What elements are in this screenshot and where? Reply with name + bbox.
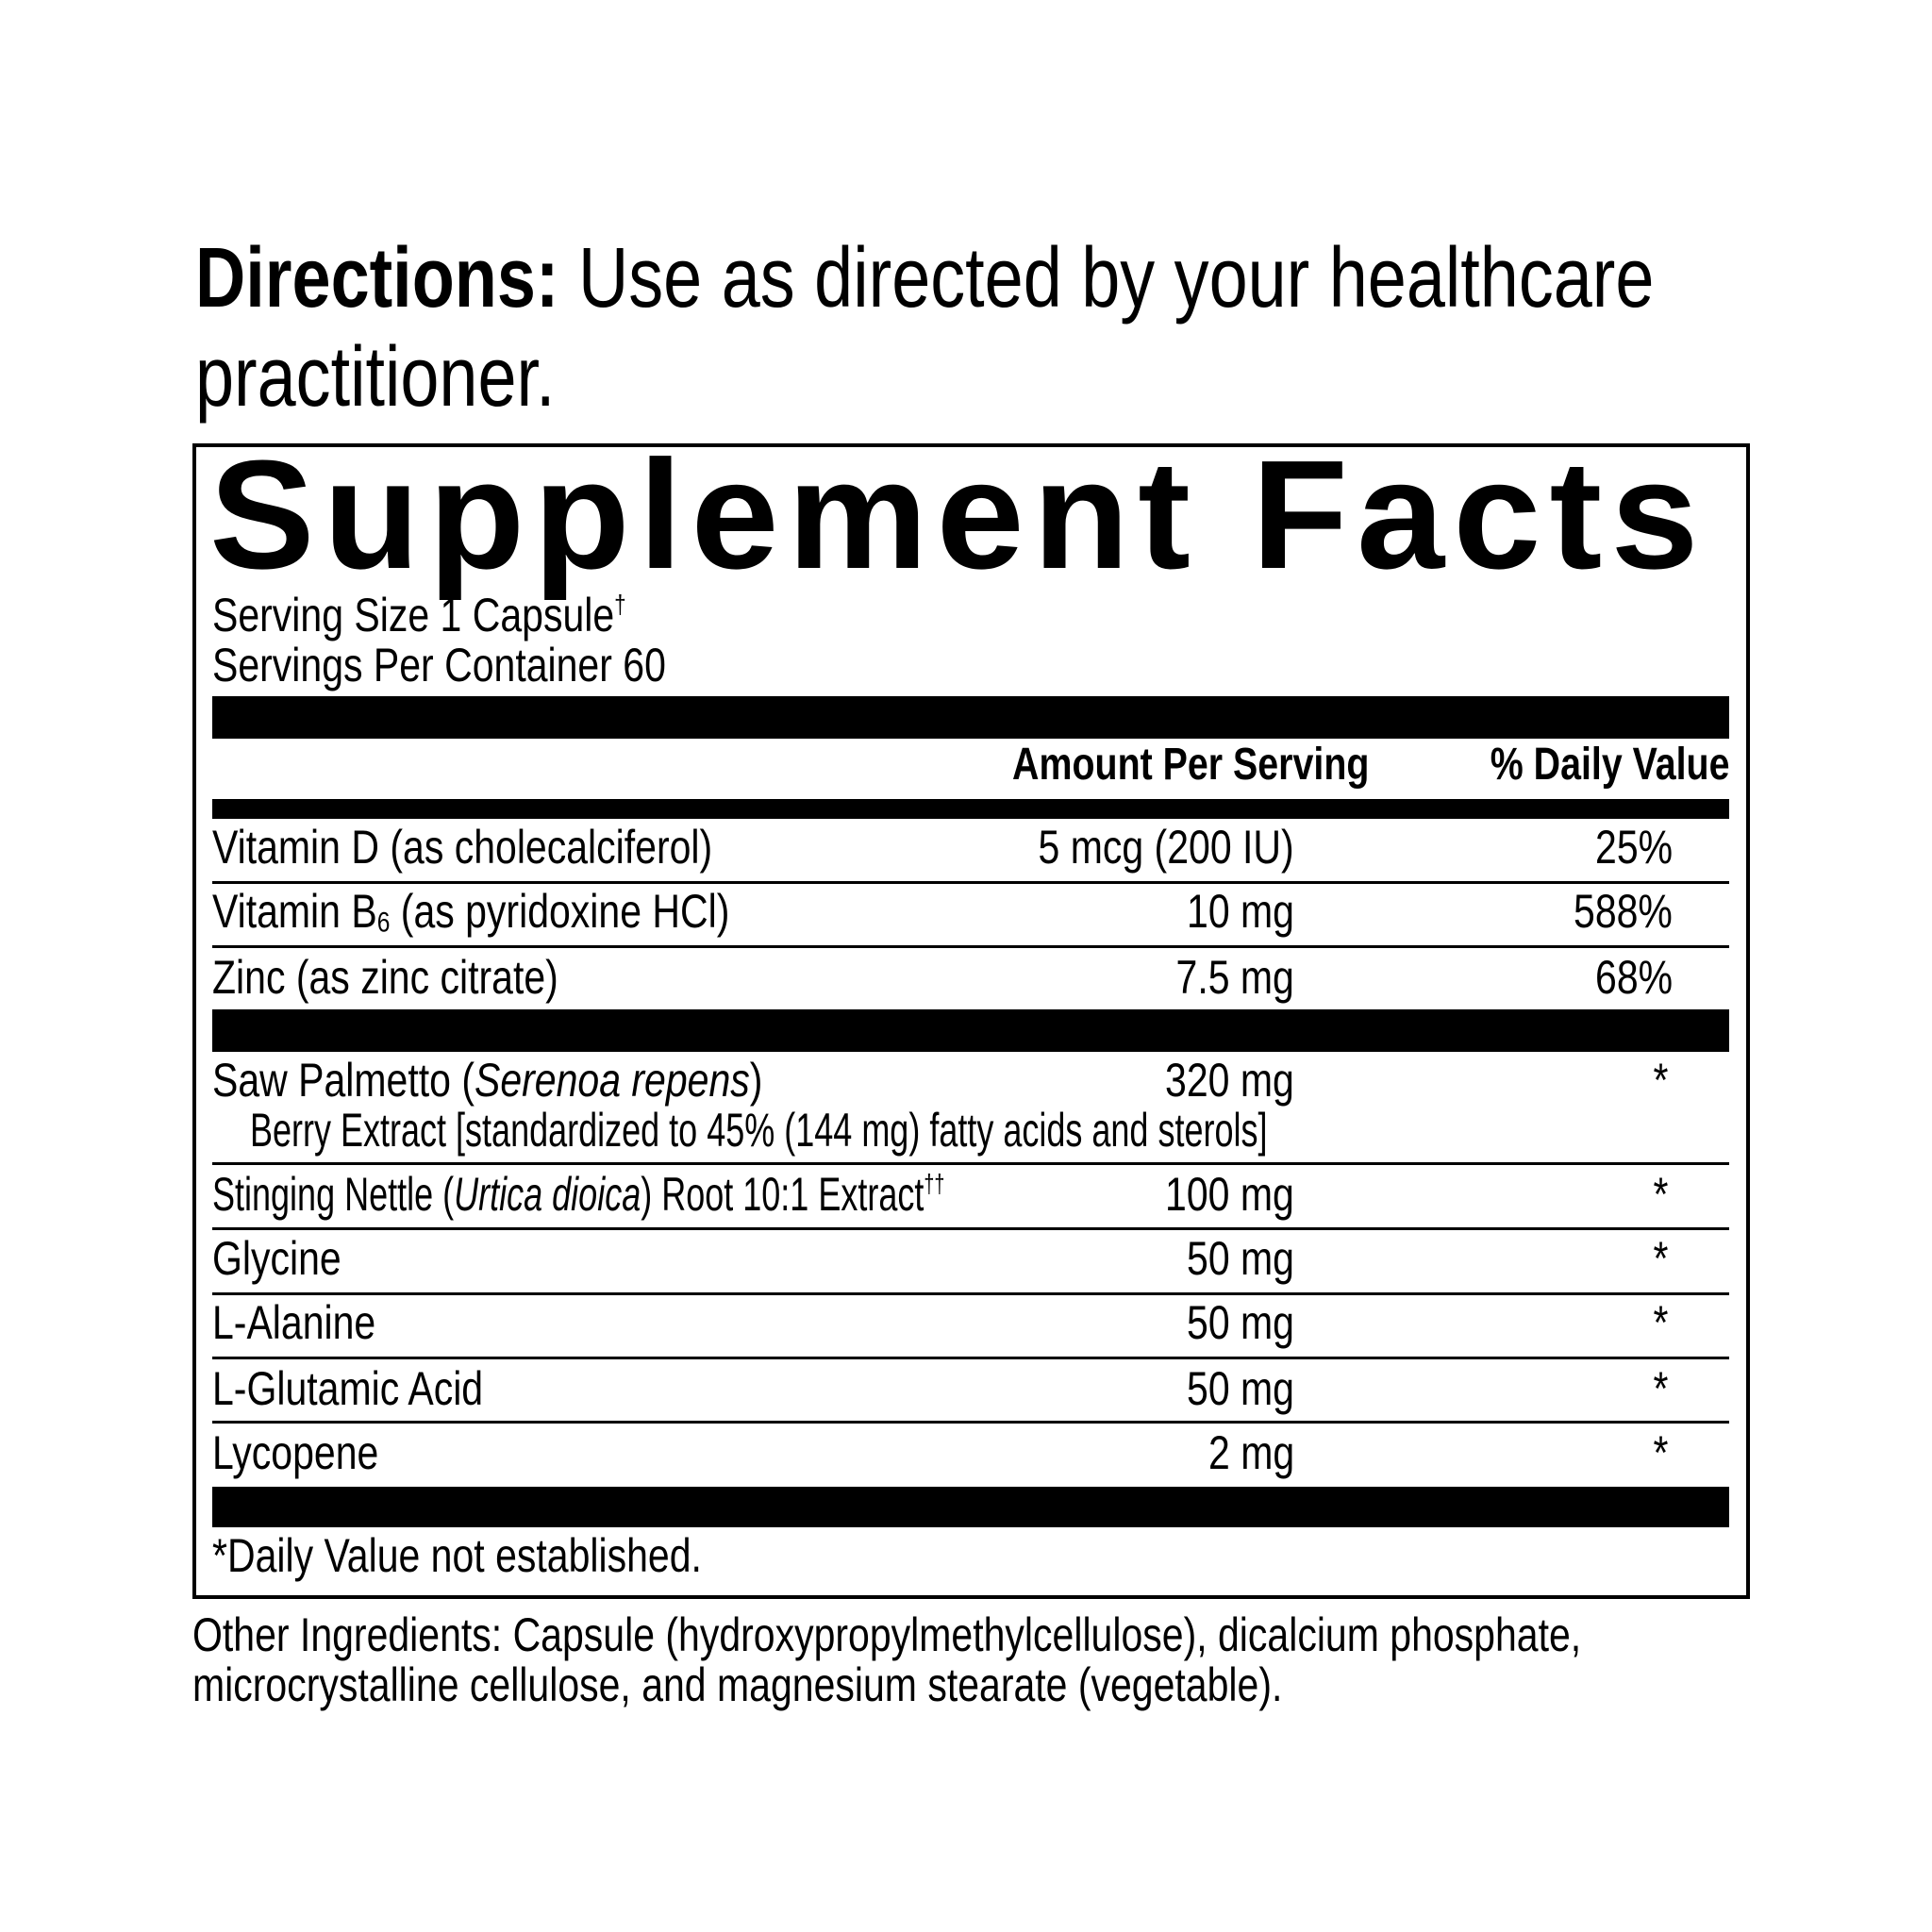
footnote: *Daily Value not established. [212, 1529, 702, 1582]
ingredient-dv: * [1653, 1168, 1668, 1221]
ingredient-dv: * [1653, 1362, 1668, 1415]
ingredient-amount: 320 mg [1165, 1054, 1294, 1107]
column-header-dv: % Daily Value [1490, 740, 1729, 790]
directions-text: Use as directed by your healthcare [577, 231, 1655, 325]
nutrient-dv: 25% [1594, 821, 1673, 874]
row-divider [212, 1292, 1729, 1295]
latin-name: Urtica dioica [454, 1168, 641, 1221]
ingredient-amount: 50 mg [1187, 1362, 1294, 1415]
directions-line1: Directions: Use as directed by your heal… [195, 236, 1654, 321]
ingredient-amount: 50 mg [1187, 1296, 1294, 1349]
nutrient-amount: 7.5 mg [1175, 951, 1294, 1004]
name-part: Saw Palmetto ( [212, 1054, 475, 1107]
supplement-facts-panel [192, 443, 1750, 1599]
nutrient-amount: 10 mg [1187, 885, 1294, 938]
directions-label: Directions: [195, 231, 559, 325]
row-divider [212, 1162, 1729, 1165]
row-divider [212, 1227, 1729, 1230]
other-ingredients-line1: Other Ingredients: Capsule (hydroxypropy… [192, 1608, 1582, 1661]
row-divider [212, 1357, 1729, 1359]
double-dagger-mark: †† [924, 1168, 945, 1198]
name-part: Stinging Nettle ( [212, 1168, 455, 1221]
name-part: ) [749, 1054, 763, 1107]
ingredient-amount: 100 mg [1165, 1168, 1294, 1221]
ingredient-dv: * [1653, 1232, 1668, 1285]
nutrient-name: Vitamin D (as cholecalciferol) [212, 821, 713, 874]
serving-size-text: Serving Size 1 Capsule [212, 589, 615, 641]
nutrient-name: Zinc (as zinc citrate) [212, 951, 558, 1004]
other-ingredients-line2: microcrystalline cellulose, and magnesiu… [192, 1658, 1283, 1711]
nutrient-dv: 588% [1574, 885, 1673, 938]
ingredient-detail: Berry Extract [standardized to 45% (144 … [250, 1104, 1268, 1157]
row-divider [212, 1421, 1729, 1424]
ingredient-name: Stinging Nettle (Urtica dioica) Root 10:… [212, 1168, 945, 1221]
ingredient-dv: * [1653, 1296, 1668, 1349]
medium-divider [212, 799, 1729, 819]
ingredient-amount: 2 mg [1208, 1426, 1294, 1479]
ingredient-dv: * [1653, 1054, 1668, 1107]
name-part: ) Root 10:1 Extract [641, 1168, 924, 1221]
servings-per-container: Servings Per Container 60 [212, 639, 666, 691]
ingredient-name: Saw Palmetto (Serenoa repens) [212, 1057, 762, 1104]
dagger-mark: † [614, 589, 626, 619]
ingredient-name: Glycine [212, 1232, 341, 1285]
serving-size: Serving Size 1 Capsule† [212, 589, 626, 641]
thick-divider [212, 696, 1729, 739]
name-part: (as pyridoxine HCl) [390, 885, 730, 938]
ingredient-name: Lycopene [212, 1426, 379, 1479]
ingredient-amount: 50 mg [1187, 1232, 1294, 1285]
row-divider [212, 945, 1729, 948]
row-divider [212, 881, 1729, 884]
name-part: Vitamin B [212, 885, 377, 938]
column-header-amount: Amount Per Serving [1011, 740, 1369, 790]
thick-divider [212, 1009, 1729, 1052]
thick-divider [212, 1487, 1729, 1527]
nutrient-name: Vitamin B6 (as pyridoxine HCl) [212, 885, 730, 938]
subscript: 6 [376, 907, 391, 939]
ingredient-dv: * [1653, 1426, 1668, 1479]
directions-line2: practitioner. [195, 330, 556, 425]
latin-name: Serenoa repens [474, 1054, 750, 1107]
nutrient-amount: 5 mcg (200 IU) [1038, 821, 1294, 874]
nutrient-dv: 68% [1594, 951, 1673, 1004]
ingredient-name: L-Glutamic Acid [212, 1362, 484, 1415]
ingredient-name: L-Alanine [212, 1296, 376, 1349]
panel-title: Supplement Facts [209, 428, 1707, 601]
